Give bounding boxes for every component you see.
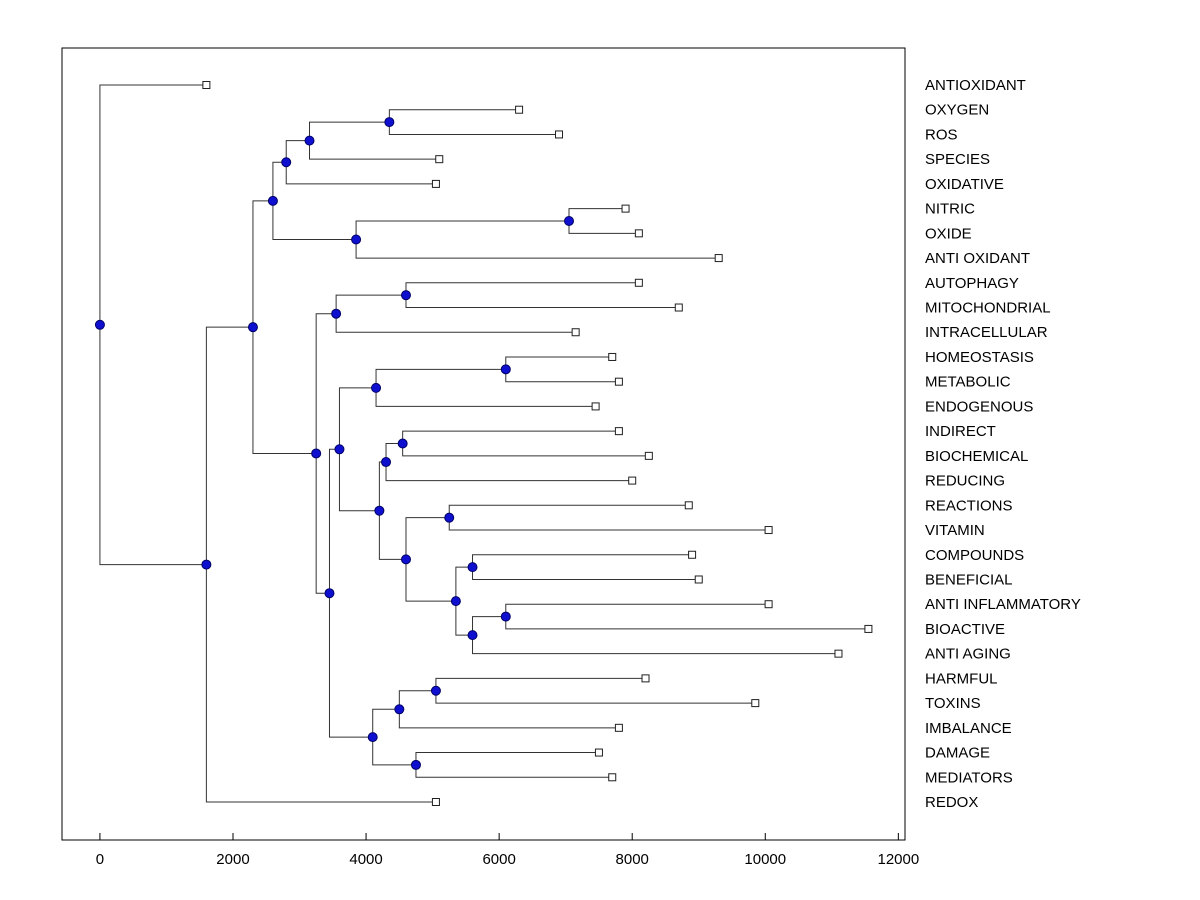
leaf-marker <box>751 699 760 708</box>
cluster-node-marker <box>397 438 408 449</box>
cluster-node-marker <box>311 448 322 459</box>
x-tick-label: 10000 <box>744 851 786 868</box>
leaf-marker <box>688 550 697 559</box>
leaf-label: VITAMIN <box>925 522 985 539</box>
cluster-node-marker <box>201 559 212 570</box>
leaf-marker <box>594 748 603 757</box>
leaf-marker <box>614 723 623 732</box>
leaf-marker <box>628 476 637 485</box>
cluster-node-marker <box>367 732 378 743</box>
cluster-node-marker <box>281 157 292 168</box>
cluster-node-marker <box>384 117 395 128</box>
leaf-label: MEDIATORS <box>925 769 1013 786</box>
cluster-node-marker <box>331 308 342 319</box>
leaf-marker <box>555 130 564 139</box>
leaf-marker <box>435 155 444 164</box>
cluster-node-marker <box>450 596 461 607</box>
plot-border <box>61 47 906 841</box>
leaf-marker <box>644 451 653 460</box>
cluster-node-marker <box>267 195 278 206</box>
leaf-marker <box>608 352 617 361</box>
leaf-marker <box>694 575 703 584</box>
leaf-label: ANTI AGING <box>925 646 1011 663</box>
leaf-marker <box>614 377 623 386</box>
leaf-label: SPECIES <box>925 151 990 168</box>
leaf-label: OXIDATIVE <box>925 176 1004 193</box>
leaf-label: METABOLIC <box>925 374 1011 391</box>
leaf-label: TOXINS <box>925 695 981 712</box>
leaf-marker <box>591 402 600 411</box>
leaf-marker <box>864 624 873 633</box>
x-tick-label: 0 <box>96 851 104 868</box>
cluster-node-marker <box>324 588 335 599</box>
leaf-label: BIOACTIVE <box>925 621 1005 638</box>
leaf-marker <box>634 229 643 238</box>
leaf-label: OXIDE <box>925 225 972 242</box>
cluster-node-marker <box>467 562 478 573</box>
leaf-marker <box>764 600 773 609</box>
leaf-marker <box>674 303 683 312</box>
leaf-marker <box>431 798 440 806</box>
x-tick-label: 8000 <box>616 851 649 868</box>
cluster-node-marker <box>400 290 411 301</box>
x-tick-label: 4000 <box>349 851 382 868</box>
leaf-label: REACTIONS <box>925 497 1013 514</box>
cluster-node-marker <box>563 215 574 226</box>
cluster-node-marker <box>500 364 511 375</box>
leaf-label: HOMEOSTASIS <box>925 349 1034 366</box>
cluster-node-marker <box>444 512 455 523</box>
leaf-marker <box>608 773 617 782</box>
leaf-label: BENEFICIAL <box>925 571 1013 588</box>
leaf-label: ROS <box>925 126 958 143</box>
leaf-label: IMBALANCE <box>925 720 1012 737</box>
leaf-label: BIOCHEMICAL <box>925 448 1028 465</box>
leaf-label: AUTOPHAGY <box>925 275 1019 292</box>
cluster-node-marker <box>351 234 362 245</box>
cluster-node-marker <box>381 457 392 468</box>
cluster-node-marker <box>394 704 405 715</box>
leaf-marker <box>571 328 580 337</box>
cluster-node-marker <box>467 630 478 641</box>
leaf-marker <box>714 254 723 263</box>
leaf-label: OXYGEN <box>925 102 989 119</box>
leaf-marker <box>834 649 843 658</box>
leaf-marker <box>634 278 643 287</box>
leaf-marker <box>684 501 693 510</box>
leaf-marker <box>614 427 623 436</box>
leaf-marker <box>431 179 440 188</box>
leaf-label: ANTIOXIDANT <box>925 77 1026 94</box>
cluster-node-marker <box>334 444 345 455</box>
cluster-node-marker <box>430 685 441 696</box>
leaf-label: NITRIC <box>925 201 975 218</box>
cluster-node-marker <box>94 319 105 330</box>
leaf-marker <box>515 105 524 114</box>
leaf-label: INDIRECT <box>925 423 996 440</box>
x-tick-label: 12000 <box>877 851 919 868</box>
cluster-node-marker <box>374 505 385 516</box>
cluster-node-marker <box>410 759 421 770</box>
cluster-node-marker <box>247 322 258 333</box>
cluster-node-marker <box>371 382 382 393</box>
leaf-label: DAMAGE <box>925 745 990 762</box>
leaf-label: REDOX <box>925 794 978 811</box>
leaf-label: REDUCING <box>925 473 1005 490</box>
cluster-node-marker <box>500 611 511 622</box>
cluster-node-marker <box>400 554 411 565</box>
leaf-label: ANTI INFLAMMATORY <box>925 596 1081 613</box>
leaf-label: HARMFUL <box>925 670 998 687</box>
x-tick-label: 6000 <box>482 851 515 868</box>
leaf-label: INTRACELLULAR <box>925 324 1048 341</box>
leaf-marker <box>621 204 630 213</box>
leaf-label: MITOCHONDRIAL <box>925 300 1051 317</box>
leaf-marker <box>641 674 650 683</box>
cluster-node-marker <box>304 135 315 146</box>
leaf-label: ENDOGENOUS <box>925 398 1033 415</box>
x-tick-label: 2000 <box>216 851 249 868</box>
leaf-label: ANTI OXIDANT <box>925 250 1030 267</box>
leaf-marker <box>202 81 211 89</box>
leaf-marker <box>764 526 773 535</box>
leaf-label: COMPOUNDS <box>925 547 1024 564</box>
